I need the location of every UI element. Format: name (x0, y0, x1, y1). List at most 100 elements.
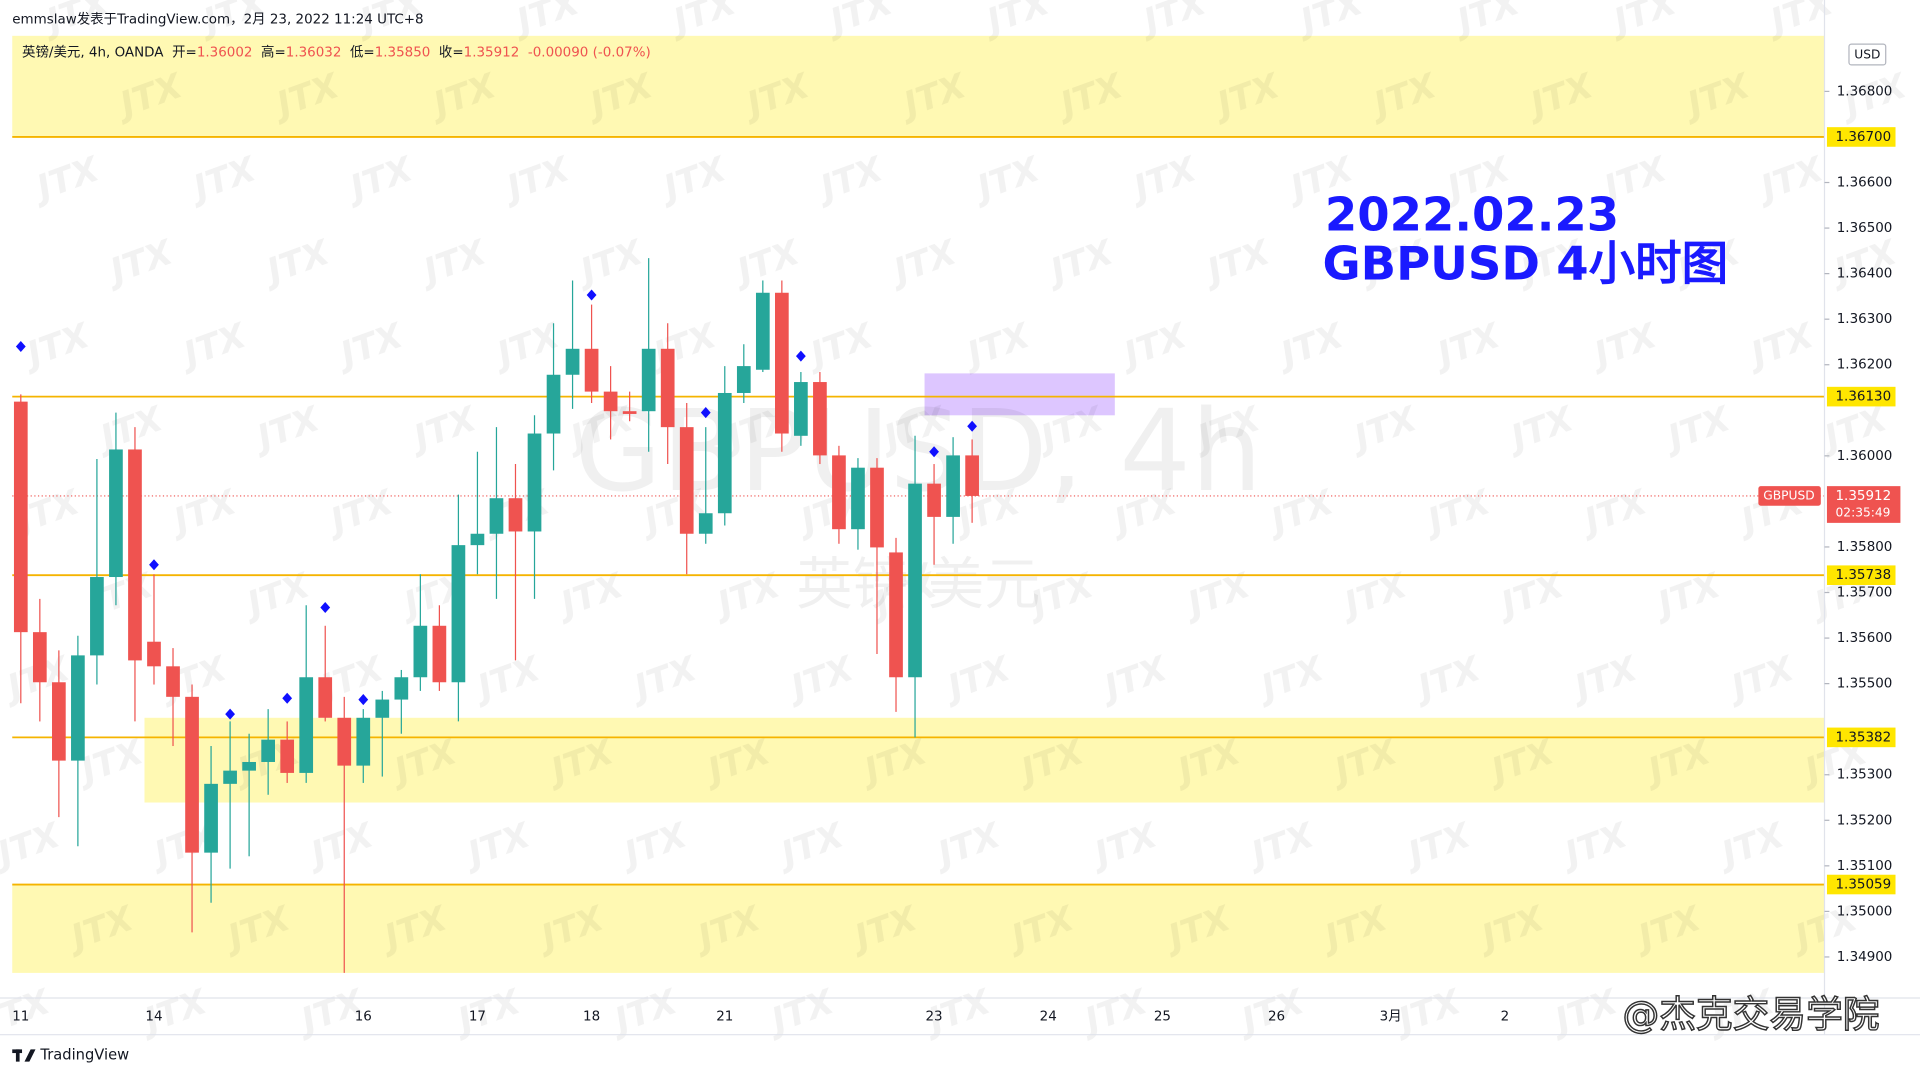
candle-body (527, 433, 542, 532)
legend-part: 低= (350, 45, 375, 61)
candle-body (870, 467, 884, 548)
x-tick-label: 25 (1154, 1009, 1171, 1024)
candle-body (546, 374, 561, 434)
candle-body (13, 401, 28, 633)
level-tag-label: 1.35382 (1836, 730, 1892, 745)
candle-body (356, 717, 371, 766)
legend-part: -0.00090 (-0.07%) (528, 46, 651, 61)
level-tag-label: 1.35059 (1836, 878, 1892, 893)
candle-body (242, 761, 256, 771)
candle-body (32, 632, 47, 683)
x-tick-label: 21 (716, 1009, 733, 1024)
candle-body (470, 533, 485, 546)
candle-body (375, 699, 390, 718)
candle-body (413, 625, 428, 678)
marker (225, 708, 235, 720)
last-price-label: 1.35912 (1836, 489, 1892, 504)
candle-body (660, 348, 675, 428)
x-tick-label: 23 (926, 1009, 943, 1024)
candle-body (318, 677, 333, 718)
y-tick-label: 1.35100 (1837, 859, 1893, 874)
level-tag (1826, 565, 1896, 585)
y-tick-label: 1.36400 (1837, 267, 1893, 282)
y-tick-label: 1.35800 (1837, 540, 1893, 555)
candle-body (775, 292, 789, 434)
annotation-title: GBPUSD 4小时图 (1322, 236, 1728, 290)
candle-body (965, 455, 979, 496)
y-tick-label: 1.35500 (1837, 677, 1893, 692)
marker (929, 446, 939, 458)
candle-body (717, 392, 732, 514)
x-tick-label: 14 (145, 1009, 162, 1024)
logo-part[interactable] (15, 1049, 20, 1062)
marker (320, 602, 331, 614)
logo-part[interactable] (24, 1049, 36, 1062)
brand-logo[interactable] (12, 1049, 36, 1062)
level-tag (1826, 386, 1896, 407)
y-tick-label: 1.35600 (1837, 631, 1893, 646)
candle-body (185, 696, 199, 853)
candle-body (261, 739, 275, 762)
marker (700, 407, 711, 419)
countdown: 02:35:49 (1836, 506, 1891, 520)
legend-part: 英镑/美元, 4h, OANDA (22, 44, 164, 61)
legend-part: 收= (439, 45, 464, 61)
candle-body (394, 677, 409, 700)
marker (358, 694, 369, 706)
candle-body (889, 552, 903, 678)
level-tag (1826, 874, 1896, 895)
level-tag-label: 1.36700 (1836, 130, 1892, 145)
x-tick-label: 17 (469, 1009, 486, 1024)
marker (795, 350, 806, 362)
candle-body (489, 498, 504, 534)
candle-body (755, 292, 770, 370)
legend-part: 开= (172, 46, 197, 61)
zone (12, 35, 1825, 137)
candle-body (603, 391, 618, 412)
candle-body (128, 449, 142, 661)
zone (12, 884, 1825, 973)
level-tag (1826, 727, 1896, 748)
x-tick-label: 24 (1040, 1009, 1057, 1024)
candle-body (813, 382, 827, 456)
y-tick-label: 1.35700 (1837, 586, 1893, 601)
currency[interactable]: USD (1854, 48, 1880, 62)
x-tick-label: 16 (355, 1009, 372, 1024)
legend-part: 1.35850 (375, 46, 431, 61)
annotation-date: 2022.02.23 (1325, 187, 1619, 241)
candle-body (204, 783, 218, 853)
candle-body (280, 739, 295, 773)
credit: @杰克交易学院 (1622, 993, 1879, 1036)
candle-body (908, 483, 922, 678)
y-tick-label: 1.36000 (1837, 449, 1893, 464)
candle-body (584, 348, 599, 392)
level-tag (1826, 127, 1896, 147)
x-tick-label: 11 (12, 1009, 29, 1024)
candle-body (946, 455, 960, 517)
y-tick-label: 1.36800 (1837, 84, 1893, 99)
y-tick-label: 1.35300 (1837, 768, 1893, 783)
candle-body (451, 545, 466, 683)
legend-part: 1.36002 (197, 46, 253, 61)
y-tick-label: 1.35000 (1837, 904, 1893, 919)
currency-box[interactable] (1848, 43, 1887, 66)
candle-body (337, 717, 352, 766)
brand[interactable]: TradingView (39, 1047, 129, 1064)
candle-body (679, 427, 694, 534)
legend: 英镑/美元, 4h, OANDA 开=1.36002 高=1.36032 低=1.35… (22, 44, 651, 61)
y-tick-label: 1.34900 (1837, 950, 1893, 965)
candle-body (90, 577, 104, 656)
header: emmslaw发表于TradingView.com，2月 23, 2022 11… (12, 12, 423, 28)
marker (15, 341, 26, 353)
x-tick-label: 26 (1268, 1009, 1285, 1024)
x-tick-label: 18 (583, 1009, 600, 1024)
x-tick-label: 3月 (1380, 1009, 1402, 1024)
last-price-name-box (1758, 486, 1821, 506)
legend-part: 1.36032 (286, 46, 342, 61)
candle-body (147, 641, 161, 667)
candle-body (166, 666, 180, 697)
candle-body (851, 467, 865, 530)
candle-body (641, 348, 656, 412)
